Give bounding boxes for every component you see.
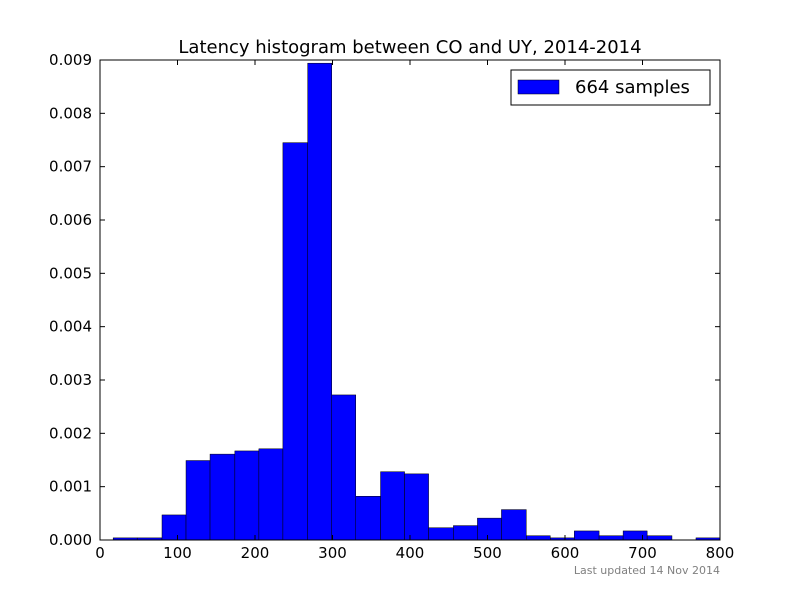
x-tick-label: 500 <box>473 544 502 562</box>
y-tick-label: 0.004 <box>49 318 92 336</box>
x-tick-label: 700 <box>628 544 657 562</box>
histogram-bar <box>428 527 454 541</box>
x-tick-label: 800 <box>706 544 735 562</box>
histogram-bar <box>209 453 236 541</box>
y-axis: 0.000 0.001 0.002 0.003 0.004 0.005 0.006 0.007… <box>49 51 720 549</box>
histogram-bar <box>355 496 381 541</box>
x-tick-label: 400 <box>396 544 425 562</box>
y-tick-label: 0.003 <box>49 371 92 389</box>
x-tick-label: 300 <box>318 544 347 562</box>
y-tick-label: 0.006 <box>49 211 92 229</box>
y-tick-label: 0.009 <box>49 51 92 69</box>
chart-title: Latency histogram between CO and UY, 201… <box>178 37 641 58</box>
histogram-bar <box>331 394 357 541</box>
histogram-bar <box>185 460 211 541</box>
y-tick-label: 0.000 <box>49 531 92 549</box>
histogram-bar <box>477 517 502 541</box>
y-tick-label: 0.001 <box>49 478 92 496</box>
legend-label: 664 samples <box>575 77 690 98</box>
histogram-bar <box>307 62 332 541</box>
x-tick-label: 200 <box>241 544 270 562</box>
histogram-bar <box>526 535 551 541</box>
histogram-bar <box>282 142 308 541</box>
bars-group <box>112 62 721 541</box>
x-tick-label: 600 <box>551 544 580 562</box>
histogram-bar <box>404 473 429 541</box>
x-axis: 0 100 200 300 400 500 600 700 800 <box>95 60 734 562</box>
histogram-bar <box>646 535 673 541</box>
histogram-bar <box>161 514 187 541</box>
x-tick-label: 100 <box>163 544 192 562</box>
histogram-bar <box>622 530 648 541</box>
y-tick-label: 0.007 <box>49 158 92 176</box>
histogram-bar <box>234 450 260 541</box>
histogram-bar <box>574 530 600 541</box>
y-tick-label: 0.002 <box>49 424 92 442</box>
legend: 664 samples <box>510 69 711 106</box>
histogram-bar <box>258 448 284 541</box>
histogram-bar <box>453 525 478 541</box>
last-updated-note: Last updated 14 Nov 2014 <box>574 564 720 577</box>
histogram-bar <box>380 471 405 541</box>
x-tick-label: 0 <box>95 544 105 562</box>
legend-swatch <box>517 79 560 95</box>
histogram-bar <box>598 535 624 541</box>
y-tick-label: 0.005 <box>49 264 92 282</box>
y-tick-label: 0.008 <box>49 104 92 122</box>
histogram-bar <box>501 509 527 541</box>
